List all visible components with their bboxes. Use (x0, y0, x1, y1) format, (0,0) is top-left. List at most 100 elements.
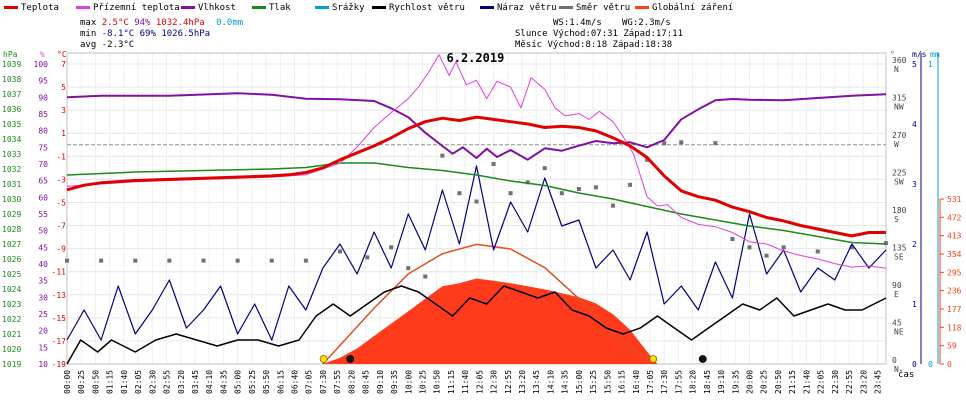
wind-direction-point (815, 249, 820, 254)
wind-direction-name: E (894, 290, 899, 299)
x-tick-label: 09:35 (390, 370, 399, 394)
x-tick-label: 14:35 (561, 370, 570, 394)
radiation-tick: 118 (947, 323, 962, 332)
temperature-tick: -11 (52, 268, 67, 277)
wind-direction-point (849, 245, 854, 250)
x-tick-label: 08:20 (347, 370, 356, 394)
pressure-tick: 1019 (2, 360, 21, 369)
x-tick-label: 17:30 (660, 370, 669, 394)
wind-direction-tick: 90 (892, 281, 902, 290)
sun-set: Západ:17:11 (623, 29, 683, 39)
legend-label: Přízemní teplota (93, 3, 180, 13)
max-temp: 2.5°C (101, 18, 129, 28)
wind-speed-tick: 4 (912, 120, 917, 129)
x-tick-label: 04:10 (205, 370, 214, 394)
humidity-tick: 15 (38, 343, 48, 352)
rain-tick: 0 (928, 360, 933, 369)
legend-label: Rychlost větru (389, 3, 465, 13)
x-tick-label: 12:30 (490, 370, 499, 394)
moonrise-marker (346, 355, 355, 363)
pressure-tick: 1030 (2, 195, 21, 204)
max-pressure: 1032.4hPa (155, 18, 205, 28)
x-tick-label: 20:00 (746, 370, 755, 394)
pressure-tick: 1036 (2, 105, 21, 114)
legend-item-6: Náraz větru (480, 3, 557, 13)
x-tick-label: 23:45 (873, 370, 882, 394)
humidity-tick: 30 (38, 293, 48, 302)
x-tick-label: 02:05 (134, 370, 143, 394)
radiation-tick: 354 (947, 250, 962, 259)
pressure-tick: 1027 (2, 240, 21, 249)
wind-direction-point (167, 258, 172, 263)
humidity-tick: 100 (34, 60, 49, 69)
wind-direction-point (781, 245, 786, 250)
wind-direction-name: N (894, 365, 899, 374)
pressure-tick: 1035 (2, 120, 21, 129)
radiation-tick: 295 (947, 268, 962, 277)
wind-direction-point (389, 245, 394, 250)
x-tick-label: 10:50 (433, 370, 442, 394)
wind-direction-point (730, 237, 735, 241)
humidity-axis-label: % (40, 50, 45, 59)
pressure-tick: 1034 (2, 135, 21, 144)
x-tick-label: 00:25 (77, 370, 86, 394)
legend-label: Globální záření (652, 3, 734, 13)
humidity-tick: 45 (38, 243, 48, 252)
legend-label: Tlak (269, 3, 291, 13)
sunrise-marker (319, 355, 328, 363)
series-pressure (66, 162, 887, 245)
x-tick-label: 21:40 (802, 370, 811, 394)
legend-label: Srážky (332, 3, 365, 13)
astro-sun-row: Slunce Východ:07:31 Západ:17:11 (515, 29, 683, 39)
wind-direction-point (508, 191, 513, 196)
wind-direction-point (99, 258, 104, 263)
radiation-tick: 0 (947, 360, 952, 369)
humidity-tick: 85 (38, 110, 48, 119)
radiation-tick: 177 (947, 305, 962, 314)
stats-avg-row: avg -2.3°C (80, 40, 134, 50)
temperature-tick: 3 (61, 106, 66, 115)
humidity-tick: 10 (38, 360, 48, 369)
moon-set: Západ:18:38 (612, 40, 673, 50)
x-tick-label: 05:25 (248, 370, 257, 394)
legend-swatch (252, 6, 266, 9)
x-tick-label: 17:05 (646, 370, 655, 394)
pressure-axis-label: hPa (3, 50, 18, 59)
rain-tick: 1 (928, 60, 933, 69)
wind-direction-tick: 180 (892, 206, 907, 215)
wind-direction-name: N (894, 65, 899, 74)
wind-direction-name: NW (894, 103, 904, 112)
humidity-tick: 50 (38, 227, 48, 236)
pressure-tick: 1037 (2, 90, 21, 99)
min-label: min (80, 29, 97, 39)
temperature-tick: 5 (61, 83, 66, 92)
legend-item-2: Vlhkost (181, 3, 236, 13)
x-tick-label: 01:15 (106, 370, 115, 394)
x-tick-label: 12:55 (504, 370, 513, 394)
humidity-tick: 65 (38, 177, 48, 186)
radiation-tick: 531 (947, 195, 962, 204)
wind-direction-point (474, 199, 479, 204)
wind-direction-tick: 270 (892, 131, 907, 140)
series-ground-temperature (66, 54, 887, 269)
wind-speed-tick: 0 (912, 360, 917, 369)
temperature-axis-label: °C (57, 50, 67, 59)
series-clear-sky-radiation (322, 243, 655, 365)
wind-direction-tick: 0 (892, 356, 897, 365)
x-tick-label: 20:25 (760, 370, 769, 394)
temperature-tick: -1 (56, 152, 66, 161)
wind-direction-point (406, 266, 411, 271)
wind-direction-point (747, 245, 752, 250)
wind-direction-point (679, 140, 684, 145)
legend-item-8: Globální záření (635, 3, 733, 13)
wind-speed-tick: 2 (912, 240, 917, 249)
stats-min-row: min -8.1°C 69% 1026.5hPa (80, 29, 210, 39)
pressure-tick: 1031 (2, 180, 21, 189)
rain-axis-label: mm (930, 50, 940, 59)
temperature-tick: -9 (56, 245, 66, 254)
temperature-tick: -15 (52, 314, 67, 323)
series-wind-speed (66, 285, 887, 365)
stats-max-row: max 2.5°C 94% 1032.4hPa 0.0mm (80, 18, 243, 28)
legend-swatch (559, 6, 573, 9)
